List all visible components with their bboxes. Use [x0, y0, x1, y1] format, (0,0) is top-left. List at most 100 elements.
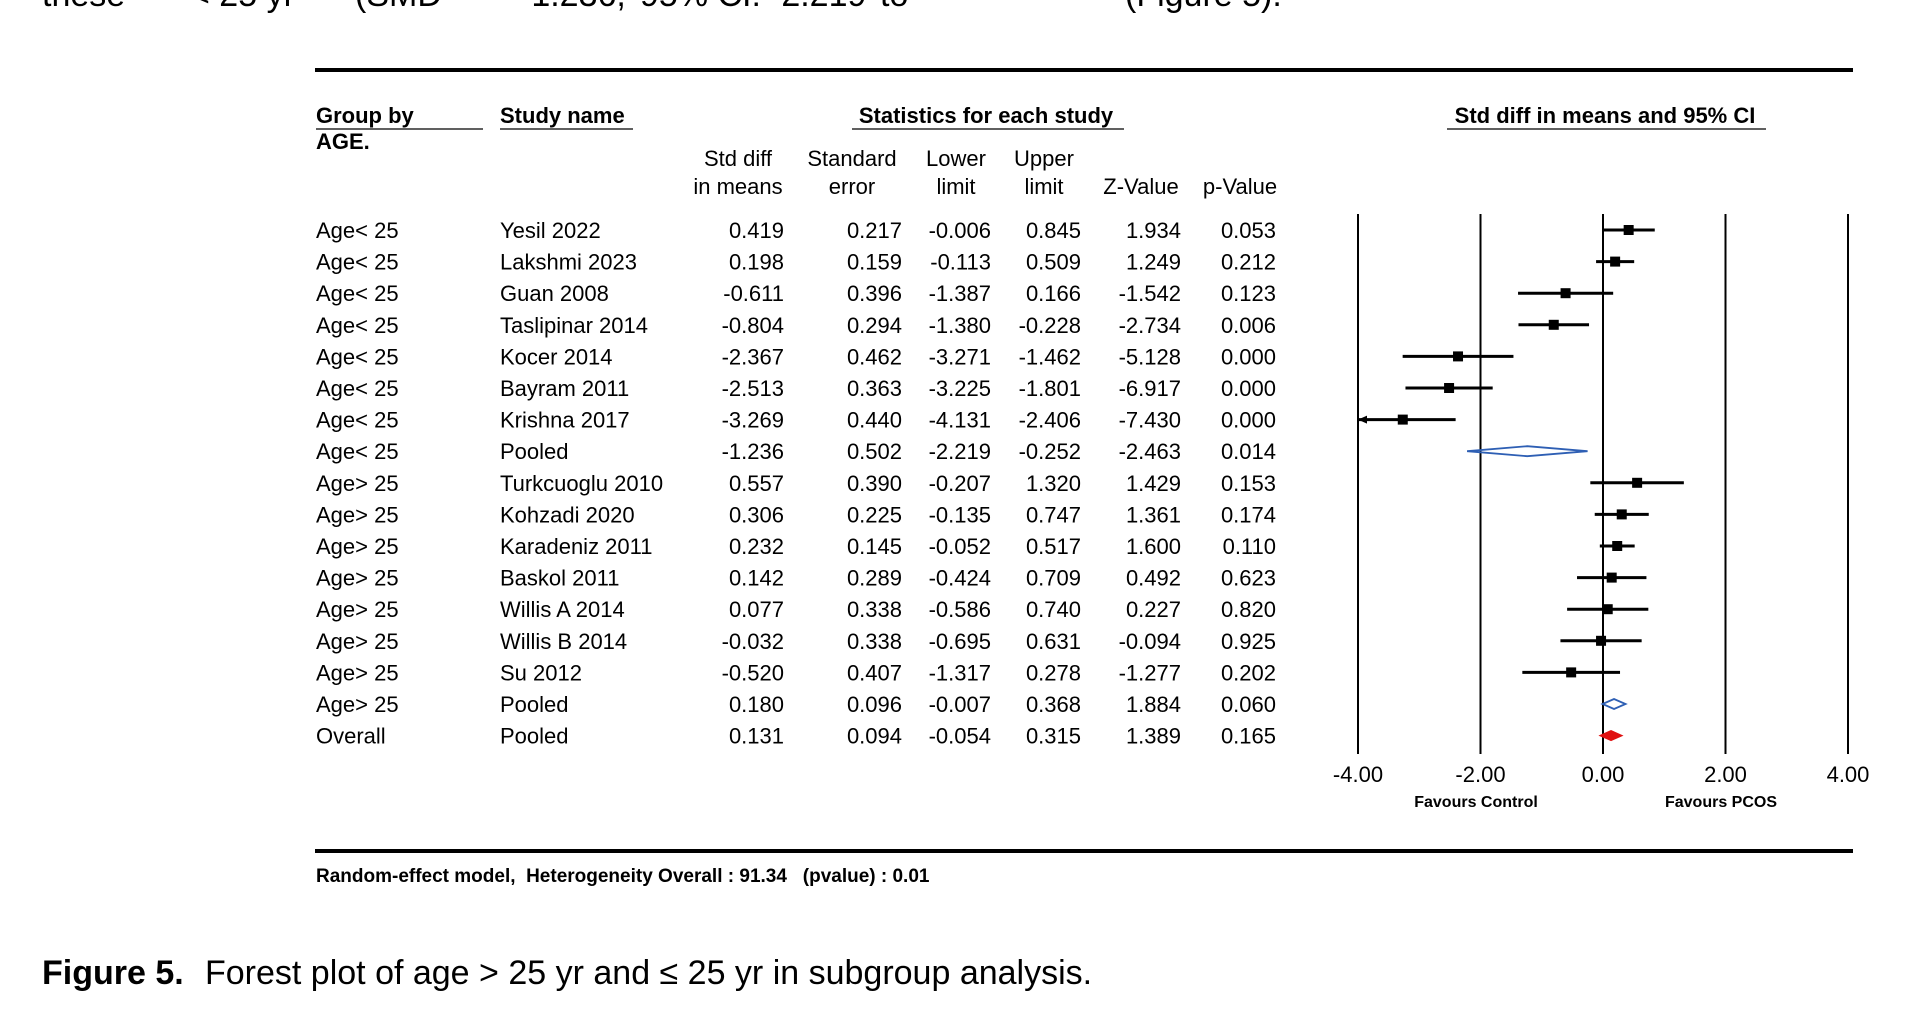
paragraph-fragment-c: -1.236, — [520, 0, 626, 14]
cell-study: Yesil 2022 — [500, 218, 601, 243]
table-row: Age< 25 Yesil 2022 0.419 0.217 -0.006 0.845 1.… — [316, 218, 1276, 243]
table-row: Age< 25 Lakshmi 2023 0.198 0.159 -0.113 0.509… — [316, 250, 1276, 275]
cell-z: -1.277 — [1119, 660, 1181, 685]
paragraph-fragment-a: < 25 yr — [190, 0, 295, 14]
study-name-header: Study name — [500, 103, 625, 128]
table-row: Age< 25 Bayram 2011 -2.513 0.363 -3.225 -1.80… — [316, 376, 1276, 401]
cell-se: 0.289 — [847, 566, 902, 591]
point-estimate-marker — [1453, 351, 1464, 362]
cell-z: -2.734 — [1119, 313, 1181, 338]
cell-p: 0.212 — [1221, 250, 1276, 275]
cell-smd: -0.520 — [722, 660, 784, 685]
cell-group: Overall — [316, 724, 386, 749]
cell-group: Age< 25 — [316, 313, 399, 338]
cell-se: 0.440 — [847, 408, 902, 433]
cell-upper: 0.740 — [1026, 597, 1081, 622]
cell-smd: 0.232 — [729, 534, 784, 559]
point-estimate-marker — [1596, 635, 1607, 646]
point-estimate-marker — [1560, 288, 1571, 299]
table-row: Age< 25 Pooled -1.236 0.502 -2.219 -0.252 -2.4… — [316, 439, 1276, 464]
cell-group: Age> 25 — [316, 534, 399, 559]
cell-smd: -2.513 — [722, 376, 784, 401]
cell-group: Age< 25 — [316, 376, 399, 401]
cell-p: 0.174 — [1221, 502, 1276, 527]
table-row: Age> 25 Turkcuoglu 2010 0.557 0.390 -0.207 1.… — [316, 471, 1276, 496]
paragraph-fragment-d: 95% CI: — [640, 0, 761, 14]
cell-upper: 0.368 — [1026, 692, 1081, 717]
cell-smd: -2.367 — [722, 344, 784, 369]
cell-z: -0.094 — [1119, 629, 1181, 654]
cell-group: Age< 25 — [316, 439, 399, 464]
table-row: Age> 25 Pooled 0.180 0.096 -0.007 0.368 1.884 0… — [316, 692, 1276, 717]
cell-study: Taslipinar 2014 — [500, 313, 648, 338]
cell-group: Age< 25 — [316, 218, 399, 243]
x-tick-label: 0.00 — [1582, 762, 1625, 787]
cell-study: Bayram 2011 — [500, 376, 629, 401]
cell-upper: 0.166 — [1026, 281, 1081, 306]
cell-lower: -0.424 — [929, 566, 991, 591]
cell-study: Lakshmi 2023 — [500, 250, 637, 275]
overall-pooled-diamond — [1598, 730, 1624, 742]
cell-upper: -1.801 — [1019, 376, 1081, 401]
cell-upper: 0.278 — [1026, 660, 1081, 685]
cell-p: 0.060 — [1221, 692, 1276, 717]
cut-off-paragraph-fragment: these < 25 yr (SMD -1.236, 95% CI: -2.21… — [42, 0, 1282, 14]
favours-pcos-label: Favours PCOS — [1665, 794, 1777, 811]
table-row: Age> 25 Willis B 2014 -0.032 0.338 -0.695 0.6… — [316, 629, 1276, 654]
cell-se: 0.338 — [847, 629, 902, 654]
cell-lower: -0.052 — [929, 534, 991, 559]
cell-se: 0.396 — [847, 281, 902, 306]
table-row: Age< 25 Taslipinar 2014 -0.804 0.294 -1.380 -… — [316, 313, 1276, 338]
x-tick-label: -2.00 — [1455, 762, 1505, 787]
subgroup-pooled-diamond — [1600, 698, 1628, 710]
cell-group: Age< 25 — [316, 344, 399, 369]
cell-lower: -0.007 — [929, 692, 991, 717]
cell-z: 1.884 — [1126, 692, 1181, 717]
ci-title-header: Std diff in means and 95% CI — [1455, 103, 1756, 128]
cell-study: Krishna 2017 — [500, 408, 630, 433]
paragraph-fragment-left: these — [42, 0, 125, 14]
cell-smd: 0.557 — [729, 471, 784, 496]
cell-se: 0.094 — [847, 724, 902, 749]
cell-p: 0.000 — [1221, 408, 1276, 433]
cell-z: 1.600 — [1126, 534, 1181, 559]
cell-group: Age< 25 — [316, 281, 399, 306]
col-smd-line2: in means — [693, 174, 782, 199]
table-row: Overall Pooled 0.131 0.094 -0.054 0.315 1.389 0… — [316, 724, 1276, 749]
cell-upper: 0.517 — [1026, 534, 1081, 559]
cell-study: Kohzadi 2020 — [500, 502, 635, 527]
paragraph-fragment-b: (SMD — [355, 0, 442, 14]
age-header: AGE. — [316, 129, 370, 154]
point-estimate-marker — [1606, 572, 1617, 583]
cell-lower: -1.317 — [929, 660, 991, 685]
cell-upper: -0.252 — [1019, 439, 1081, 464]
cell-lower: -4.131 — [929, 408, 991, 433]
cell-smd: 0.142 — [729, 566, 784, 591]
cell-p: 0.000 — [1221, 344, 1276, 369]
cell-upper: -2.406 — [1019, 408, 1081, 433]
cell-upper: 0.315 — [1026, 724, 1081, 749]
cell-smd: -0.032 — [722, 629, 784, 654]
cell-p: 0.623 — [1221, 566, 1276, 591]
cell-lower: -1.380 — [929, 313, 991, 338]
point-estimate-marker — [1610, 256, 1621, 267]
table-row: Age> 25 Kohzadi 2020 0.306 0.225 -0.135 0.747… — [316, 502, 1276, 527]
cell-se: 0.407 — [847, 660, 902, 685]
cell-lower: -0.113 — [930, 250, 991, 275]
cell-se: 0.294 — [847, 313, 902, 338]
cell-upper: 0.747 — [1026, 502, 1081, 527]
cell-smd: -1.236 — [722, 439, 784, 464]
cell-group: Age< 25 — [316, 408, 399, 433]
paragraph-fragment-f: to — [880, 0, 908, 14]
cell-p: 0.123 — [1221, 281, 1276, 306]
cell-lower: -0.207 — [929, 471, 991, 496]
paragraph-fragment-e: -2.219 — [770, 0, 866, 14]
stats-title-header: Statistics for each study — [859, 103, 1114, 128]
cell-lower: -0.054 — [929, 724, 991, 749]
cell-smd: 0.419 — [729, 218, 784, 243]
cell-group: Age> 25 — [316, 597, 399, 622]
cell-se: 0.363 — [847, 376, 902, 401]
table-body: Age< 25 Yesil 2022 0.419 0.217 -0.006 0.845 1.… — [316, 218, 1276, 749]
point-estimate-marker — [1397, 414, 1408, 425]
cell-p: 0.165 — [1221, 724, 1276, 749]
